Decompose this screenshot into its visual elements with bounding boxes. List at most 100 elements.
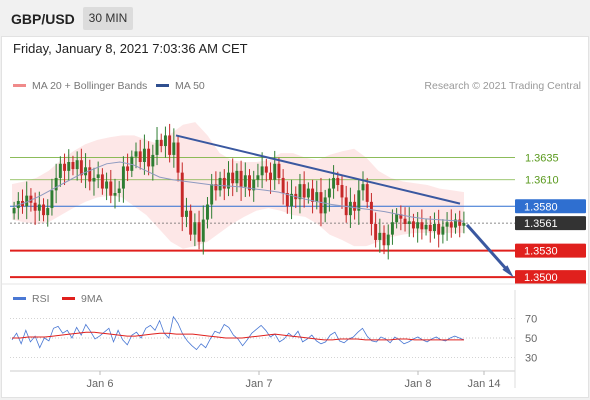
candle-body (218, 177, 222, 191)
level-tag (515, 270, 586, 285)
candle-body (243, 175, 247, 187)
candle-body (424, 224, 428, 230)
candle-body (302, 184, 306, 198)
candle-body (206, 204, 209, 220)
level-label: 1.3610 (525, 175, 559, 187)
candle-body (386, 234, 390, 246)
forecast-arrow (465, 223, 511, 274)
candle-body (227, 172, 230, 189)
candle-body (92, 177, 96, 182)
candle-body (71, 162, 75, 170)
candle-body (332, 177, 336, 189)
candle-body (126, 166, 130, 171)
candle-body (113, 193, 117, 196)
candle-body (403, 218, 407, 224)
candle-body (298, 184, 302, 200)
candle-body (441, 226, 445, 235)
candle-body (420, 222, 424, 230)
candle-body (273, 163, 277, 180)
candle-body (369, 201, 373, 224)
candle-body (458, 219, 462, 226)
candle-body (277, 163, 281, 178)
legend-rsi-label: RSI (32, 293, 50, 305)
candle-body (189, 210, 193, 235)
candle-body (399, 214, 403, 219)
candle-body (151, 154, 155, 167)
candle-body (134, 151, 138, 157)
candle-body (29, 195, 33, 203)
candle-body (37, 204, 41, 211)
candle-body (348, 201, 352, 216)
candle-body (407, 221, 411, 224)
timeframe-button[interactable]: 30 MIN (83, 7, 133, 30)
candle-body (235, 170, 239, 184)
candle-body (239, 170, 243, 187)
legend-rsi: RSI (13, 293, 50, 305)
candle-body (285, 193, 289, 207)
candle-body (416, 222, 420, 229)
candle-body (46, 208, 50, 216)
candle-body (58, 163, 62, 178)
candle-body (121, 166, 125, 189)
legend-ma9: 9MA (62, 293, 103, 305)
trendline (175, 134, 461, 205)
candle-body (201, 219, 205, 242)
candle-body (138, 151, 142, 162)
candle-body (75, 160, 79, 170)
x-tick-label: Jan 6 (87, 378, 114, 390)
candle-body (290, 193, 294, 207)
x-tick-label: Jan 8 (405, 378, 432, 390)
rsi-swatch-icon (13, 296, 26, 300)
candle-body (382, 232, 386, 246)
candle-body (315, 192, 319, 202)
level-label: 1.3530 (524, 246, 558, 258)
rsi-tick-label: 50 (525, 333, 537, 345)
candle-body (214, 184, 218, 191)
level-label: 1.3561 (524, 218, 558, 230)
rsi-line (11, 315, 465, 351)
candle-body (180, 172, 184, 217)
candle-body (88, 167, 92, 182)
candle-body (84, 167, 88, 176)
candle-body (340, 185, 344, 198)
level-tag (515, 199, 586, 214)
candle-body (42, 204, 45, 216)
legend-ma20: MA 20 + Bollinger Bands (13, 80, 147, 92)
candle-body (142, 148, 146, 162)
ma50-swatch-icon (156, 83, 169, 87)
candle-body (25, 195, 29, 207)
ma9-swatch-icon (62, 296, 75, 300)
candle-body (147, 148, 151, 167)
candle-body (256, 175, 260, 180)
candle-body (281, 177, 285, 193)
candle-body (336, 177, 340, 186)
candle-body (63, 163, 67, 171)
candle-body (252, 179, 256, 191)
candle-body (155, 139, 159, 155)
x-tick-label: Jan 14 (467, 378, 500, 390)
candle-body (462, 223, 466, 226)
candle-body (54, 177, 58, 191)
candle-body (248, 175, 251, 191)
instrument-title: GBP/USD (11, 11, 75, 27)
candle-body (12, 208, 16, 214)
x-tick-label: Jan 7 (246, 378, 273, 390)
candle-body (184, 210, 188, 217)
ma50-line (13, 161, 465, 222)
chart-datetime: Friday, January 8, 2021 7:03:36 AM CET (13, 41, 248, 56)
level-label: 1.3635 (525, 153, 559, 165)
level-label: 1.3500 (524, 272, 558, 284)
candle-body (445, 222, 449, 227)
candle-body (395, 214, 399, 223)
candle-body (454, 219, 457, 228)
candle-body (311, 188, 315, 202)
rsi-ma9-line (12, 331, 464, 341)
candle-body (231, 172, 235, 184)
candle-body (193, 222, 197, 235)
research-credit: Research © 2021 Trading Central (424, 80, 581, 92)
candle-body (269, 172, 272, 180)
candle-body (168, 135, 172, 155)
candle-body (222, 177, 226, 189)
level-tag (515, 216, 586, 231)
